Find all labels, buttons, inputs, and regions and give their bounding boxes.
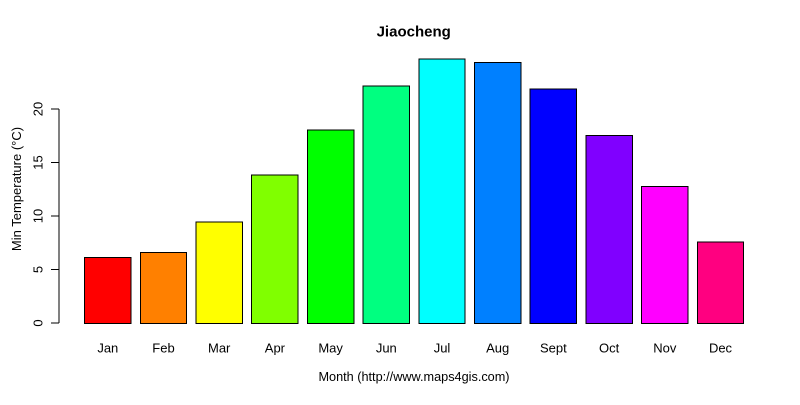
svg-text:0: 0 bbox=[31, 319, 46, 326]
svg-text:Feb: Feb bbox=[152, 341, 174, 356]
svg-text:Jan: Jan bbox=[97, 341, 118, 356]
svg-text:Nov: Nov bbox=[653, 341, 677, 356]
svg-text:15: 15 bbox=[31, 155, 46, 169]
svg-text:10: 10 bbox=[31, 209, 46, 223]
svg-text:Dec: Dec bbox=[709, 341, 733, 356]
svg-text:20: 20 bbox=[31, 102, 46, 116]
svg-text:Oct: Oct bbox=[599, 341, 620, 356]
svg-text:Min Temperature (°C): Min Temperature (°C) bbox=[9, 127, 24, 251]
svg-text:Jul: Jul bbox=[434, 341, 451, 356]
svg-text:5: 5 bbox=[31, 266, 46, 273]
svg-text:Jun: Jun bbox=[376, 341, 397, 356]
svg-text:Month (http://www.maps4gis.com: Month (http://www.maps4gis.com) bbox=[318, 370, 509, 384]
svg-text:Mar: Mar bbox=[208, 341, 231, 356]
svg-text:Apr: Apr bbox=[265, 341, 286, 356]
svg-text:Sept: Sept bbox=[540, 341, 567, 356]
svg-text:Jiaocheng: Jiaocheng bbox=[377, 24, 451, 41]
svg-text:Aug: Aug bbox=[486, 341, 509, 356]
svg-text:May: May bbox=[318, 341, 343, 356]
